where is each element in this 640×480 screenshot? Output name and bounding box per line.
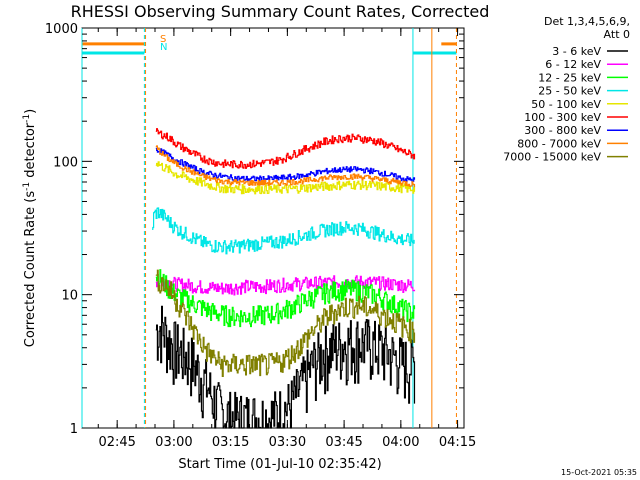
flag-bars (82, 42, 457, 55)
y-axis-label-main: Corrected Count Rate (s (23, 191, 38, 348)
x-tick-label-2: 03:15 (212, 435, 249, 450)
series-line-4 (155, 161, 416, 195)
x-tick-label-6: 04:15 (439, 435, 476, 450)
y-axis-label: Corrected Count Rate (s-1 detector-1) (22, 109, 38, 347)
legend-label-4: 50 - 100 keV (531, 98, 601, 111)
saa-flag-label: S (160, 34, 166, 45)
series-line-1 (155, 275, 416, 296)
series-line-6 (155, 147, 416, 183)
y-tick-label-1: 10 (61, 289, 78, 304)
axis-ticks: 02:45 03:00 03:15 03:30 03:45 04:00 04:15 1 10 10… (45, 22, 476, 450)
y-tick-label-0: 1 (70, 422, 78, 437)
attenuator-label: Att 0 (604, 28, 630, 41)
series-line-8 (155, 269, 416, 377)
series-line-5 (155, 128, 416, 169)
series-line-3 (152, 207, 415, 255)
series-line-7 (155, 145, 416, 188)
y-axis-label-sup1: -1 (22, 182, 32, 191)
legend-label-2: 12 - 25 keV (538, 71, 601, 84)
data-series (152, 128, 416, 429)
legend-label-8: 7000 - 15000 keV (503, 151, 601, 164)
time-markers (81, 28, 457, 428)
legend-label-6: 300 - 800 keV (524, 124, 601, 137)
x-tick-label-4: 03:45 (325, 435, 362, 450)
chart-title: RHESSI Observing Summary Count Rates, Co… (71, 2, 490, 21)
night-flag-label: N (160, 42, 167, 53)
legend-label-5: 100 - 300 keV (524, 111, 601, 124)
series-line-2 (155, 269, 416, 328)
y-axis-label-sup2: -1 (22, 114, 32, 123)
legend-label-7: 800 - 7000 keV (517, 137, 601, 150)
series-line-0 (155, 305, 416, 429)
x-tick-label-1: 03:00 (155, 435, 192, 450)
detector-label: Det 1,3,4,5,6,9, (544, 15, 630, 28)
x-tick-label-5: 04:00 (382, 435, 419, 450)
y-axis-label-mid: detector (23, 122, 38, 182)
x-axis-label: Start Time (01-Jul-10 02:35:42) (178, 457, 381, 472)
y-axis-label-end: ) (23, 109, 38, 114)
legend-label-3: 25 - 50 keV (538, 85, 601, 98)
y-tick-label-2: 100 (53, 155, 78, 170)
y-tick-label-3: 1000 (45, 22, 78, 37)
x-tick-label-3: 03:30 (269, 435, 306, 450)
x-tick-label-0: 02:45 (98, 435, 135, 450)
legend-label-0: 3 - 6 keV (552, 45, 601, 58)
footer-date: 15-Oct-2021 05:35 (561, 468, 637, 477)
legend-label-1: 6 - 12 keV (545, 58, 601, 71)
